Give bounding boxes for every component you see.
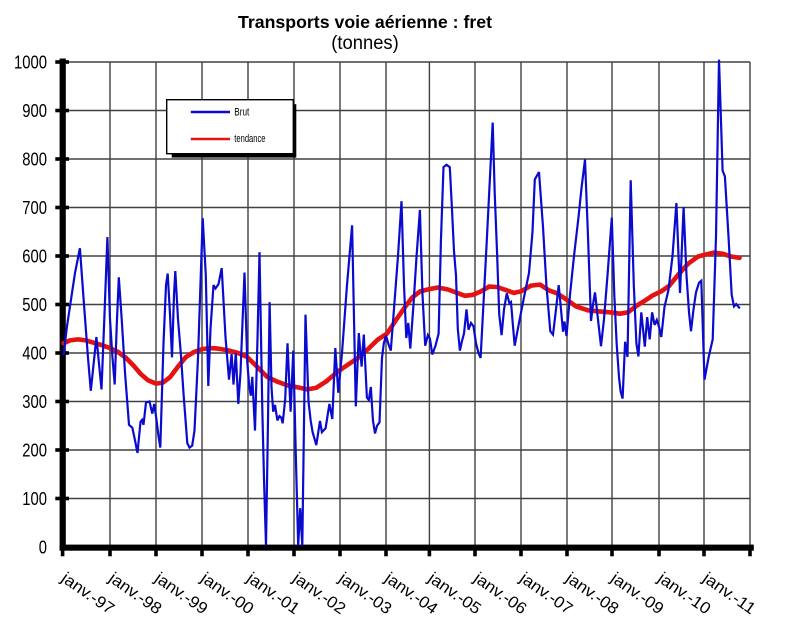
svg-text:600: 600 [22,247,47,267]
svg-text:0: 0 [39,538,47,558]
svg-text:500: 500 [22,295,47,315]
svg-text:800: 800 [22,150,47,170]
svg-text:tendance: tendance [234,133,265,145]
svg-text:1000: 1000 [14,53,47,73]
svg-text:700: 700 [22,198,47,218]
svg-text:(tonnes): (tonnes) [331,33,399,54]
svg-text:100: 100 [22,489,47,509]
svg-text:300: 300 [22,392,47,412]
svg-text:900: 900 [22,101,47,121]
svg-text:200: 200 [22,441,47,461]
svg-text:400: 400 [22,344,47,364]
svg-text:Brut: Brut [234,107,249,119]
svg-text:Transports voie aérienne : fre: Transports voie aérienne : fret [238,12,492,32]
